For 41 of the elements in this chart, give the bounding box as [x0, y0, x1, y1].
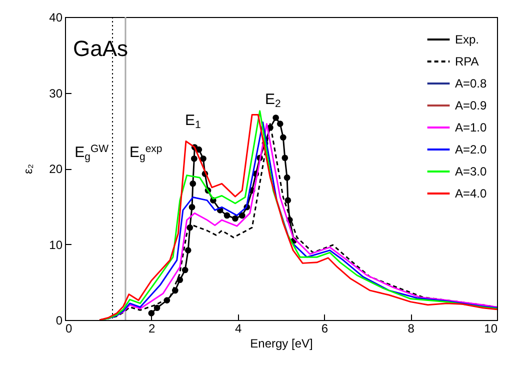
legend-label: A=1.0	[455, 120, 488, 134]
legend-label: RPA	[455, 54, 479, 68]
point	[182, 266, 188, 274]
x-tick-label: 0	[66, 322, 72, 336]
point	[188, 204, 196, 210]
y-tick-label: 20	[49, 162, 63, 176]
point	[272, 114, 279, 121]
x-tick-label: 8	[408, 322, 415, 336]
point	[238, 212, 246, 219]
legend-label: A=0.8	[455, 76, 488, 90]
point	[190, 180, 196, 187]
x-tick-label: 2	[148, 322, 156, 336]
point	[200, 155, 206, 162]
y-tick-label: 10	[49, 238, 63, 252]
point	[276, 120, 284, 127]
x-tick-label: 4	[234, 322, 242, 336]
point	[232, 215, 238, 222]
x-tick-label: 10	[484, 322, 498, 336]
point	[191, 155, 198, 162]
point	[176, 276, 184, 284]
text: GaAs	[73, 36, 128, 61]
x-axis-title: Energy [eV]	[250, 336, 313, 350]
point	[184, 247, 192, 254]
annotation: E$_{2}$	[265, 91, 282, 110]
legend-label: A=4.0	[455, 186, 488, 200]
point	[280, 134, 286, 141]
y-tick-label: 30	[49, 86, 63, 100]
point	[224, 212, 230, 219]
y-tick-label: 40	[49, 10, 63, 24]
point	[284, 174, 290, 181]
legend-label: Exp.	[455, 32, 480, 46]
legend-label: A=0.9	[455, 98, 488, 112]
y-axis-title: ε₂	[21, 164, 36, 174]
legend-label: A=3.0	[455, 164, 488, 178]
point	[284, 197, 292, 204]
point	[154, 304, 160, 312]
annotation: E$_{1}$	[185, 112, 202, 131]
point	[148, 310, 155, 316]
point	[282, 154, 288, 162]
legend-label: A=2.0	[455, 142, 488, 156]
x-tick-label: 6	[321, 322, 328, 336]
